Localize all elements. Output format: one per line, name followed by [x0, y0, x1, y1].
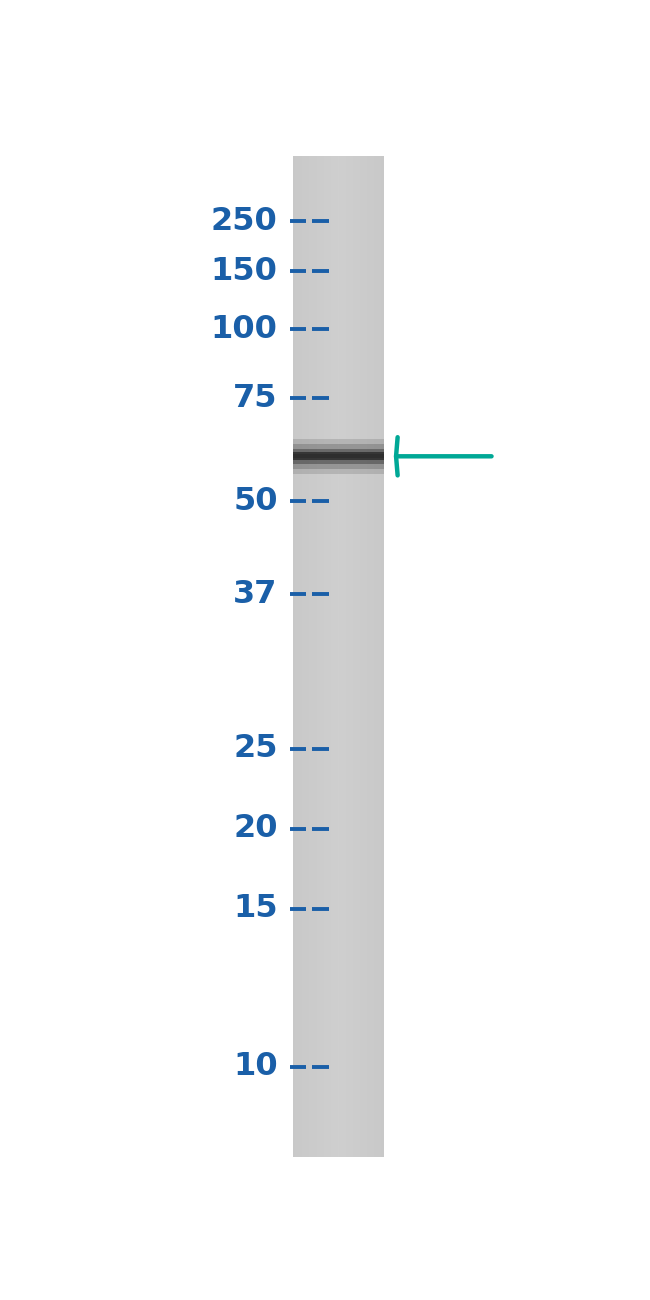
Text: 15: 15: [233, 893, 278, 924]
Text: 20: 20: [233, 814, 278, 844]
Text: 75: 75: [233, 382, 278, 413]
Text: 100: 100: [211, 313, 278, 345]
Text: 150: 150: [211, 256, 278, 286]
Text: 50: 50: [233, 486, 278, 517]
Bar: [293, 448, 384, 464]
Text: 10: 10: [233, 1052, 278, 1083]
Text: 37: 37: [233, 578, 278, 610]
Bar: [293, 443, 384, 469]
Text: 25: 25: [233, 733, 278, 764]
Bar: [293, 454, 384, 459]
Text: 250: 250: [211, 205, 278, 237]
Bar: [293, 439, 384, 473]
Bar: [293, 452, 384, 460]
